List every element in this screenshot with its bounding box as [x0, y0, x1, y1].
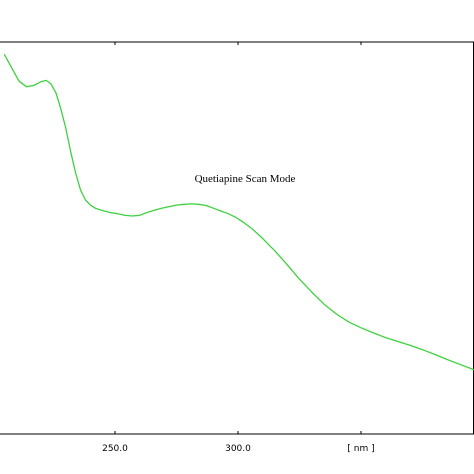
spectrum-line	[3, 53, 474, 371]
top-ticks	[114, 42, 362, 45]
scan-mode-annotation: Quetiapine Scan Mode	[195, 173, 296, 185]
x-tick-label-250: 250.0	[102, 444, 128, 454]
x-axis-unit-label: [ nm ]	[347, 444, 374, 454]
x-tick-label-300: 300.0	[225, 444, 251, 454]
bottom-ticks	[114, 431, 362, 434]
